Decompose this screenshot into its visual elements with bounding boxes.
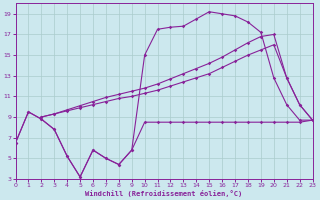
X-axis label: Windchill (Refroidissement éolien,°C): Windchill (Refroidissement éolien,°C)	[85, 190, 243, 197]
